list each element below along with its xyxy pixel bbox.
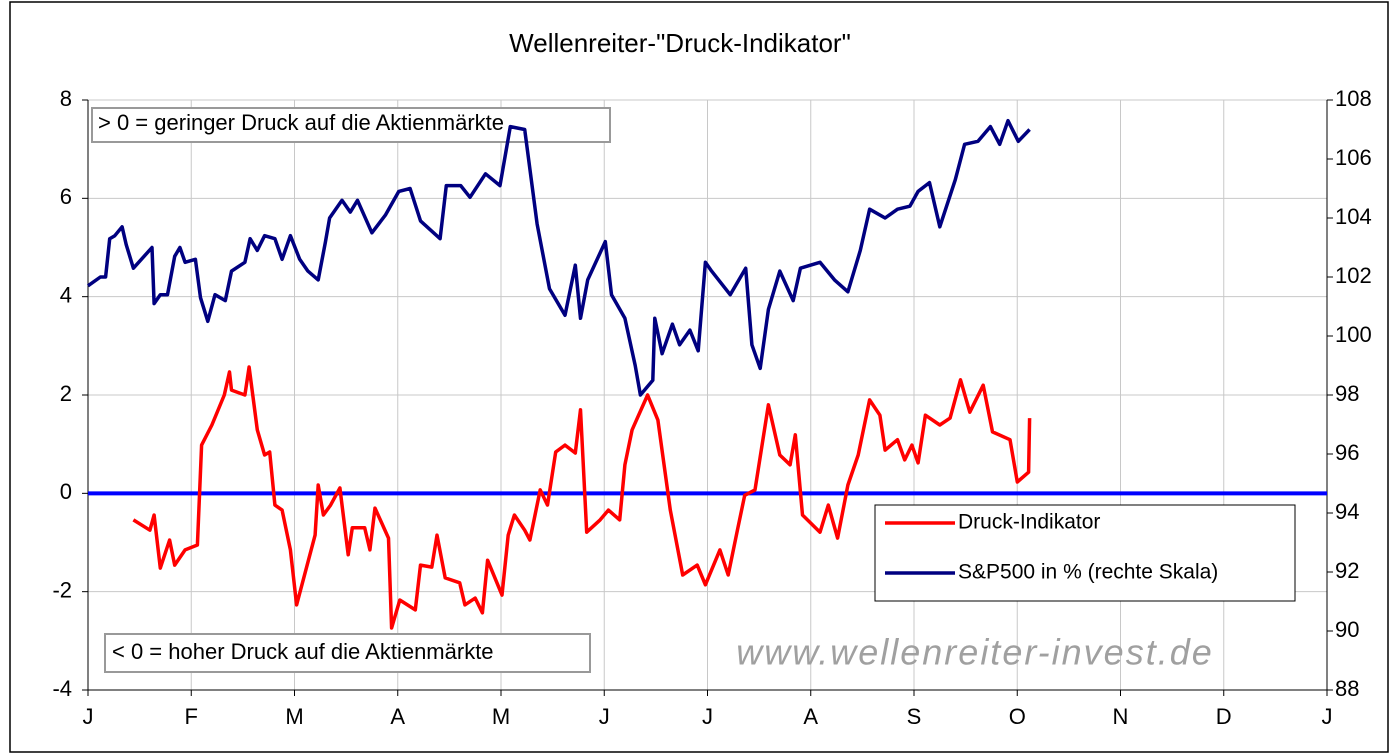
legend-label: Druck-Indikator [958,511,1100,534]
y2-tick-label: 108 [1335,86,1372,111]
x-tick-label: D [1216,704,1232,729]
annotation: > 0 = geringer Druck auf die Aktienmärkt… [98,110,504,135]
y2-tick-label: 96 [1335,440,1359,465]
x-tick-label: M [492,704,510,729]
legend-label: S&P500 in % (rechte Skala) [958,561,1218,584]
series-line [86,118,1031,397]
y-tick-label: 4 [60,282,72,307]
y2-tick-label: 98 [1335,381,1359,406]
x-tick-label: F [185,704,198,729]
y-tick-label: 0 [60,479,72,504]
y-tick-label: -2 [52,577,72,602]
y-tick-label: -4 [52,676,72,701]
y2-tick-label: 94 [1335,499,1359,524]
y2-tick-label: 104 [1335,204,1372,229]
y2-tick-label: 92 [1335,558,1359,583]
annotation-box [91,107,611,143]
y2-tick-label: 102 [1335,263,1372,288]
x-tick-label: N [1113,704,1129,729]
x-tick-label: J [599,704,610,729]
y-tick-label: 6 [60,184,72,209]
x-tick-label: J [702,704,713,729]
x-tick-label: A [803,704,818,729]
series-line [132,365,1032,630]
chart-title: Wellenreiter-"Druck-Indikator" [509,28,851,58]
y-tick-label: 8 [60,86,72,111]
legend-box [874,504,1296,602]
annotation-box [104,633,591,673]
watermark: www.wellenreiter-invest.de [736,632,1214,673]
x-tick-label: A [390,704,405,729]
y2-tick-label: 88 [1335,676,1359,701]
y2-tick-label: 100 [1335,322,1372,347]
x-tick-label: O [1009,704,1026,729]
x-tick-label: S [907,704,922,729]
x-tick-label: J [1322,704,1333,729]
annotation: < 0 = hoher Druck auf die Aktienmärkte [112,639,494,664]
y-tick-label: 2 [60,381,72,406]
x-tick-label: J [83,704,94,729]
y2-tick-label: 106 [1335,145,1372,170]
y2-tick-label: 90 [1335,617,1359,642]
x-tick-label: M [285,704,303,729]
